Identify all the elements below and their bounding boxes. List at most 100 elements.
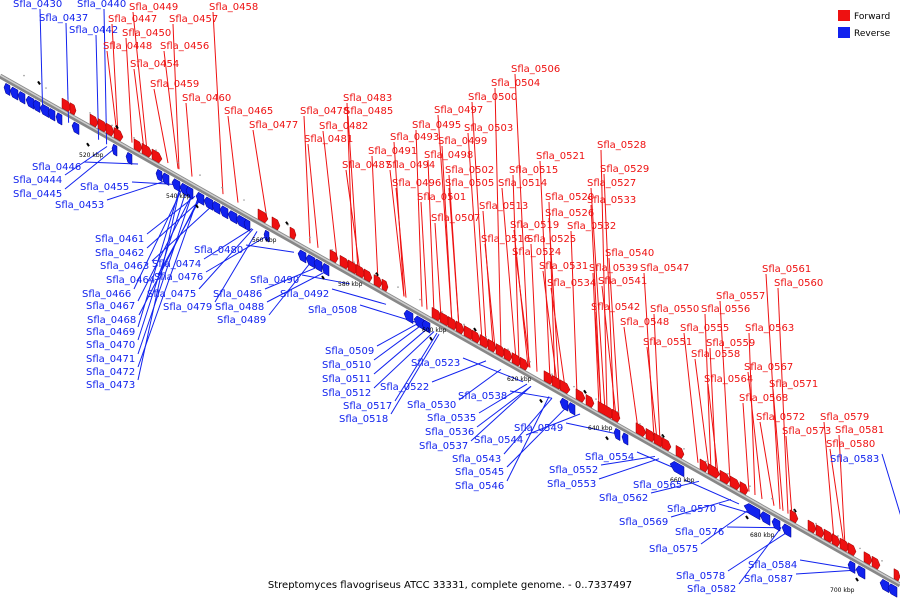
gene-label-reverse: Sfla_0473 — [86, 380, 135, 391]
minor-tick-dot — [265, 211, 267, 214]
gene-forward — [807, 519, 817, 534]
gene-forward — [707, 462, 721, 479]
gene-label-forward: Sfla_0494 — [386, 160, 435, 171]
gene-reverse — [669, 461, 685, 478]
gene-label-reverse: Sfla_0511 — [322, 374, 371, 385]
label-connector — [759, 421, 775, 506]
gene-label-forward: Sfla_0450 — [122, 28, 171, 39]
gene-label-forward: Sfla_0532 — [567, 221, 616, 232]
label-connector — [738, 527, 782, 585]
label-connector — [301, 274, 351, 285]
gene-label-reverse: Sfla_0565 — [633, 480, 682, 491]
gene-reverse — [759, 511, 771, 526]
label-connector — [590, 187, 606, 411]
gene-label-reverse: Sfla_0480 — [194, 245, 243, 256]
gene-label-forward: Sfla_0506 — [511, 64, 560, 75]
gene-label-forward: Sfla_0502 — [445, 165, 494, 176]
gene-reverse — [297, 249, 307, 264]
gene-reverse — [313, 258, 323, 273]
feature-mark — [321, 275, 325, 280]
gene-forward — [675, 444, 685, 459]
gene-label-reverse: Sfla_0575 — [649, 544, 698, 555]
label-connector — [138, 198, 200, 316]
label-connector — [394, 332, 438, 402]
label-connector — [106, 50, 118, 135]
legend: Forward Reverse — [838, 10, 891, 39]
minor-tick-dot — [419, 298, 421, 301]
scale-tick-label: 660 kbp — [670, 477, 695, 484]
label-connector — [643, 272, 655, 438]
label-connector — [719, 300, 731, 481]
gene-label-reverse: Sfla_0535 — [427, 413, 476, 424]
gene-label-forward: Sfla_0527 — [587, 178, 636, 189]
label-connector — [245, 244, 295, 253]
label-connector — [462, 357, 524, 383]
minor-tick-dot — [155, 149, 157, 152]
gene-forward — [363, 268, 373, 283]
gene-label-forward: Sfla_0501 — [417, 192, 466, 203]
minor-tick-dot — [859, 547, 861, 550]
gene-label-forward: Sfla_0459 — [150, 79, 199, 90]
gene-forward — [289, 226, 297, 240]
gene-label-reverse: Sfla_0430 — [13, 0, 62, 10]
gene-label-forward: Sfla_0571 — [769, 379, 818, 390]
gene-label-reverse: Sfla_0569 — [619, 517, 668, 528]
minor-tick-dot — [23, 74, 25, 77]
minor-tick-dot — [639, 423, 641, 425]
gene-reverse — [559, 397, 569, 412]
gene-label-reverse: Sfla_0437 — [39, 13, 88, 24]
label-connector — [137, 187, 181, 328]
gene-reverse — [421, 319, 431, 334]
label-connector — [415, 129, 423, 307]
gene-label-forward: Sfla_0567 — [744, 362, 793, 373]
label-connector — [266, 270, 328, 303]
gene-label-reverse: Sfla_0471 — [86, 354, 135, 365]
minor-tick-dot — [177, 161, 179, 164]
gene-label-forward: Sfla_0500 — [468, 92, 517, 103]
gene-forward — [789, 509, 799, 524]
label-connector — [501, 187, 517, 360]
gene-label-reverse: Sfla_0479 — [163, 302, 212, 313]
gene-forward — [141, 142, 153, 158]
gene-label-reverse: Sfla_0472 — [86, 367, 135, 378]
label-connector — [331, 288, 387, 305]
gene-label-reverse: Sfla_0522 — [380, 382, 429, 393]
scale-tick-label: 540 kbp — [166, 193, 191, 200]
gene-reverse — [3, 82, 11, 97]
gene-label-reverse: Sfla_0523 — [411, 358, 460, 369]
gene-reverse — [219, 205, 229, 220]
gene-label-forward: Sfla_0493 — [390, 132, 439, 143]
label-connector — [172, 23, 180, 170]
gene-label-forward: Sfla_0547 — [640, 263, 689, 274]
feature-mark — [375, 272, 379, 277]
gene-label-forward: Sfla_0556 — [701, 304, 750, 315]
minor-tick-dot — [881, 560, 883, 562]
label-connector — [742, 402, 750, 492]
label-connector — [64, 149, 114, 190]
gene-reverse — [185, 186, 194, 200]
gene-reverse — [771, 517, 781, 532]
label-connector — [345, 169, 361, 272]
gene-forward — [373, 274, 383, 289]
scale-tick-label: 600 kbp — [422, 327, 447, 334]
gene-forward — [257, 208, 269, 224]
gene-label-forward: Sfla_0548 — [620, 317, 669, 328]
gene-label-forward: Sfla_0507 — [431, 213, 480, 224]
genome-backbone — [0, 73, 900, 588]
gene-forward — [89, 113, 99, 128]
gene-label-reverse: Sfla_0467 — [86, 301, 135, 312]
gene-forward — [69, 102, 77, 116]
feature-mark — [429, 336, 433, 341]
label-connector — [458, 368, 502, 401]
gene-label-reverse: Sfla_0537 — [419, 441, 468, 452]
feature-mark — [115, 125, 119, 130]
gene-label-forward: Sfla_0458 — [209, 2, 258, 13]
gene-label-reverse: Sfla_0446 — [32, 162, 81, 173]
scale-tick-label: 520 kbp — [79, 152, 104, 159]
minor-tick-dot — [771, 497, 773, 500]
label-connector — [608, 257, 620, 419]
label-connector — [594, 311, 602, 408]
label-connector — [653, 313, 661, 442]
label-connector — [548, 217, 560, 385]
